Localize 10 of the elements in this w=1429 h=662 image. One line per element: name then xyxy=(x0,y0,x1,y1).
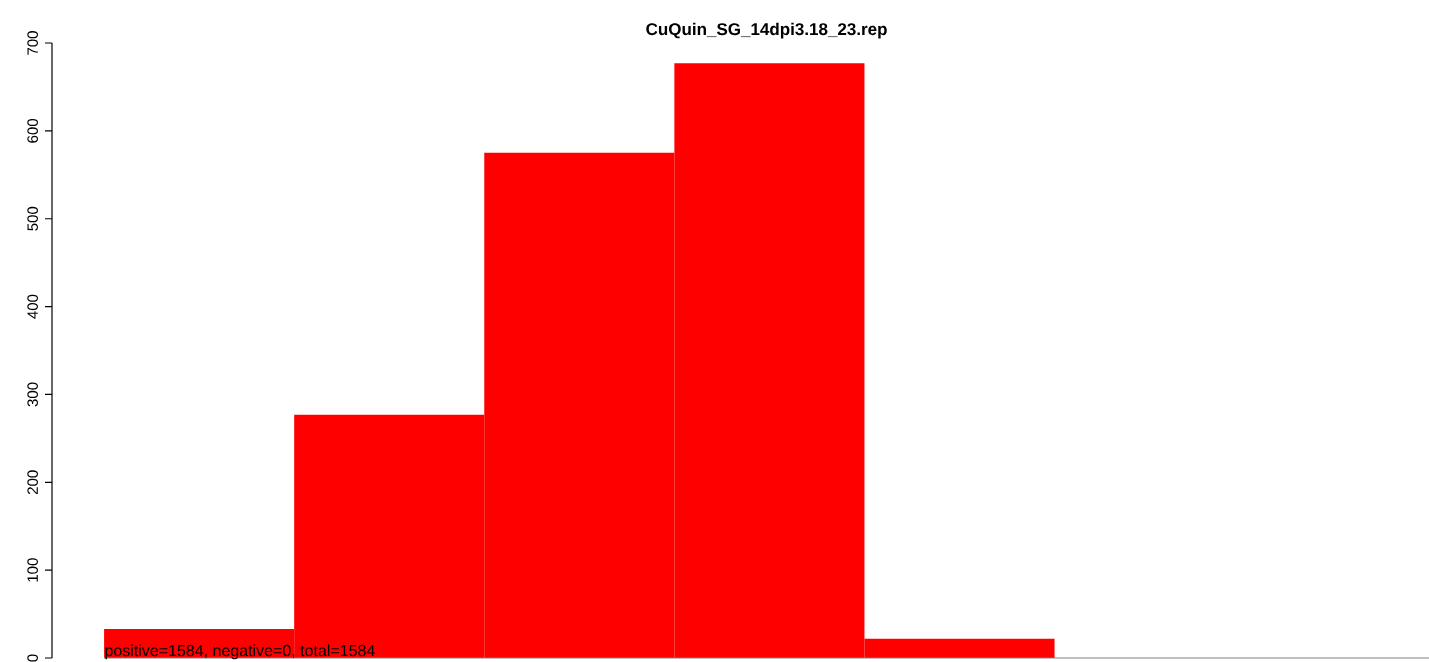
y-tick-label: 700 xyxy=(27,31,38,55)
y-tick-label: 200 xyxy=(27,470,38,495)
chart-title: CuQuin_SG_14dpi3.18_23.rep xyxy=(646,22,887,39)
y-tick-label: 500 xyxy=(27,206,38,231)
annotation: positive=1584, negative=0, total=1584 xyxy=(105,644,375,660)
y-tick-label: 400 xyxy=(27,294,38,319)
y-tick-label: 100 xyxy=(27,558,38,582)
y-tick-label: 600 xyxy=(27,118,38,143)
y-tick-label: 300 xyxy=(27,382,38,407)
y-tick-label: 0 xyxy=(27,654,38,662)
